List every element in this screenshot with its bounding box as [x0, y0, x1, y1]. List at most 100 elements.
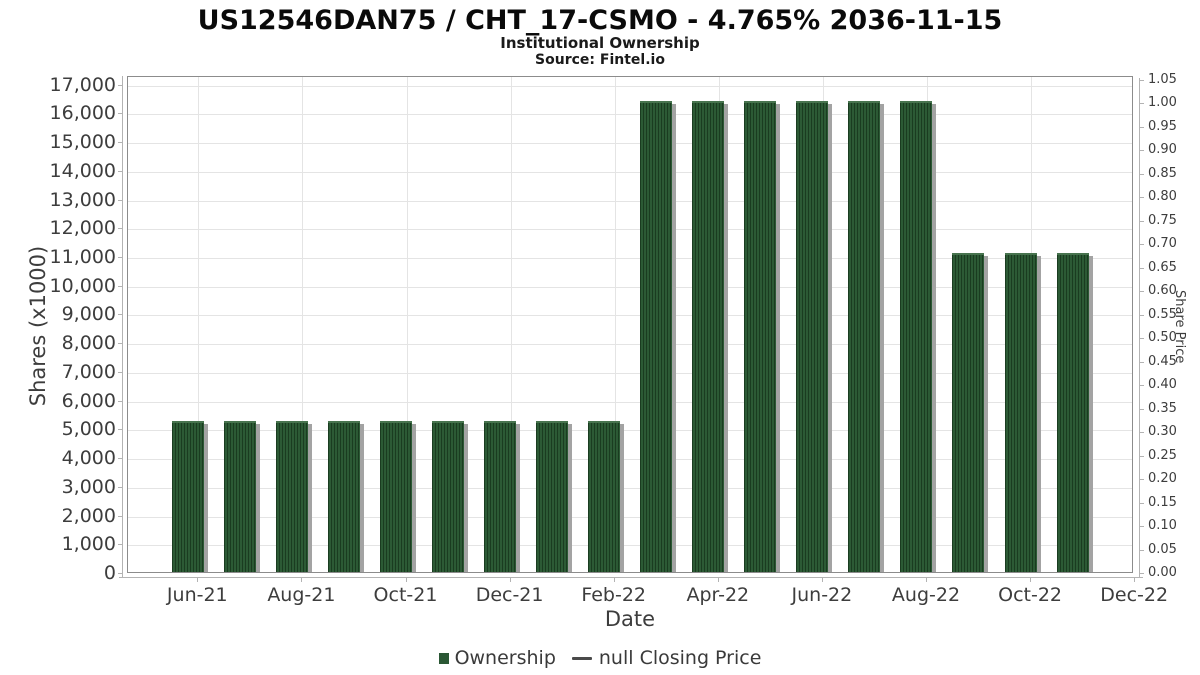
y-axis-tick-right [1139, 338, 1144, 340]
y-tick-label: 11,000 [49, 246, 116, 269]
right-tick-label: 0.35 [1148, 400, 1177, 416]
x-tick-label: Oct-21 [373, 584, 438, 606]
x-axis-tick [509, 577, 511, 582]
h-gridline [128, 430, 1132, 432]
ownership-bar [796, 100, 829, 572]
h-gridline [128, 487, 1132, 489]
chart-title: US12546DAN75 / CHT_17-CSMO - 4.765% 2036… [197, 5, 1003, 36]
v-gridline [302, 77, 304, 572]
y-tick-label: 3,000 [61, 475, 116, 498]
y-axis-tick-left [118, 400, 123, 402]
right-tick-label: 0.75 [1148, 212, 1177, 228]
y-tick-label: 7,000 [61, 360, 116, 383]
ownership-bar [379, 420, 412, 572]
h-gridline [128, 171, 1132, 173]
y-axis-tick-left [118, 257, 123, 259]
right-tick-label: 0.40 [1148, 377, 1177, 393]
h-gridline [128, 114, 1132, 116]
h-gridline [128, 315, 1132, 317]
ownership-bar [1004, 252, 1037, 572]
x-tick-label: Apr-22 [686, 584, 750, 606]
right-tick-label: 0.80 [1148, 189, 1177, 205]
y-axis-tick-left [118, 113, 123, 115]
right-tick-label: 0.15 [1148, 494, 1177, 510]
ownership-bar [171, 420, 204, 572]
y-tick-label: 13,000 [49, 188, 116, 211]
x-tick-label: Jun-21 [166, 584, 228, 606]
y-axis-tick-left [118, 486, 123, 488]
ownership-bar [744, 100, 777, 572]
x-tick-label: Feb-22 [581, 584, 647, 606]
y-axis-tick-right [1139, 80, 1144, 81]
h-gridline [128, 401, 1132, 403]
x-axis-tick [197, 577, 199, 582]
right-tick-label: 1.05 [1148, 72, 1177, 87]
y-axis-tick-right [1139, 549, 1144, 551]
y-axis-tick-left [118, 429, 123, 431]
x-axis-tick [926, 577, 927, 582]
right-tick-label: 0.95 [1148, 118, 1177, 134]
h-gridline [128, 372, 1132, 374]
closing-price-legend-label: null Closing Price [598, 647, 762, 669]
y-axis-tick-left [118, 515, 123, 517]
v-gridline [614, 77, 616, 572]
y-axis-tick-left [118, 371, 123, 373]
y-axis-tick-right [1139, 573, 1144, 574]
right-tick-label: 0.85 [1148, 165, 1177, 181]
y-axis-label-share-price: Share Price [1172, 290, 1187, 364]
right-tick-label: 0.55 [1148, 306, 1177, 322]
v-gridline [198, 77, 200, 572]
y-axis-spine-left [122, 76, 123, 578]
x-axis-tick [613, 577, 615, 582]
y-tick-label: 4,000 [61, 447, 116, 470]
y-axis-tick-left [118, 84, 123, 86]
y-axis-tick-right [1139, 197, 1144, 199]
ownership-bar [900, 100, 933, 572]
ownership-legend-label: Ownership [454, 647, 556, 669]
y-axis-tick-left [118, 228, 123, 230]
x-axis-tick [301, 577, 303, 582]
h-gridline [128, 143, 1132, 145]
y-axis-tick-right [1139, 291, 1144, 293]
right-tick-label: 0.05 [1148, 541, 1177, 557]
legend: Ownership null Closing Price [0, 646, 1200, 670]
y-axis-tick-right [1139, 408, 1144, 410]
x-axis-spine [119, 577, 1143, 578]
x-tick-label: Aug-21 [267, 584, 336, 606]
h-gridline [128, 344, 1132, 346]
h-gridline [128, 229, 1132, 231]
ownership-bar [692, 100, 725, 572]
ownership-bar [588, 420, 621, 572]
y-tick-label: 9,000 [61, 303, 116, 326]
y-tick-label: 14,000 [49, 159, 116, 182]
y-axis-tick-right [1139, 244, 1144, 246]
v-gridline [406, 77, 408, 572]
y-axis-tick-left [118, 142, 123, 144]
ownership-bar [484, 420, 516, 572]
ownership-bar [223, 420, 256, 572]
chart-subtitle: Institutional Ownership [500, 34, 700, 52]
right-tick-label: 1.00 [1148, 95, 1177, 111]
y-tick-label: 17,000 [49, 73, 116, 96]
closing-price-legend-line-icon [571, 656, 592, 660]
ownership-bar [275, 420, 308, 572]
y-tick-label: 0 [103, 562, 116, 584]
right-tick-label: 0.20 [1148, 471, 1177, 487]
x-tick-label: Aug-22 [891, 584, 961, 606]
y-axis-spine-right [1139, 78, 1140, 578]
y-axis-tick-right [1139, 126, 1144, 128]
h-gridline [128, 516, 1132, 518]
y-axis-tick-right [1139, 479, 1144, 481]
y-axis-tick-right [1139, 150, 1144, 152]
ownership-bar [640, 100, 673, 572]
ownership-bar [431, 420, 464, 572]
right-tick-label: 0.25 [1148, 447, 1177, 463]
y-tick-label: 16,000 [49, 102, 116, 125]
y-axis-tick-right [1139, 314, 1144, 316]
x-axis-tick [717, 577, 719, 582]
x-axis-tick [821, 577, 823, 582]
y-axis-tick-left [118, 170, 123, 172]
y-axis-tick-right [1139, 361, 1144, 363]
h-gridline [128, 545, 1132, 547]
